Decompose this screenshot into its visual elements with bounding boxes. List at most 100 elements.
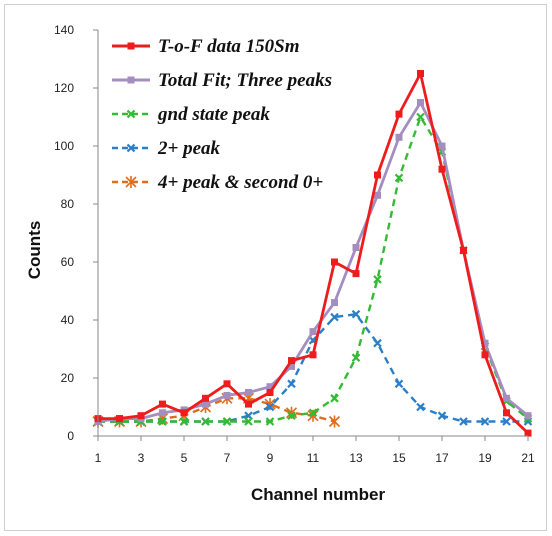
x-tick-label: 7 (224, 451, 231, 465)
chart-frame (4, 4, 547, 531)
data-point (351, 309, 361, 319)
data-point (244, 417, 253, 426)
y-tick-label: 60 (61, 255, 75, 269)
data-point (265, 417, 275, 426)
data-point (245, 400, 252, 408)
data-point (158, 417, 167, 426)
series-line (98, 115, 529, 423)
data-point (116, 415, 123, 423)
data-point (373, 275, 382, 284)
data-point (417, 70, 424, 77)
x-tick-label: 15 (392, 451, 406, 465)
legend-marker (126, 143, 136, 153)
series-4 (93, 309, 533, 426)
data-point (287, 411, 296, 420)
data-point (503, 394, 510, 402)
legend-label: T-o-F data 150Sm (158, 36, 299, 57)
data-point (137, 412, 145, 420)
data-point (481, 351, 489, 359)
data-point (288, 357, 295, 365)
data-point (288, 362, 295, 370)
data-point (395, 110, 403, 118)
x-tick-label: 5 (181, 451, 188, 465)
x-axis-title: Channel number (251, 485, 386, 504)
y-tick-label: 120 (54, 81, 74, 95)
series-5 (92, 392, 341, 428)
data-point (502, 417, 511, 426)
data-point (202, 394, 209, 402)
data-point (309, 351, 317, 359)
data-point (265, 402, 275, 412)
legend-marker (126, 109, 136, 119)
y-tick-label: 40 (61, 313, 75, 327)
data-point (524, 429, 532, 437)
x-tick-label: 9 (267, 451, 274, 465)
data-point (416, 402, 425, 412)
data-point (223, 380, 231, 388)
data-point (438, 165, 446, 173)
data-point (266, 389, 274, 396)
data-point (374, 171, 381, 179)
data-point (159, 409, 166, 417)
legend-item: 2+ peak (112, 138, 221, 159)
data-point (180, 409, 188, 417)
data-point (202, 400, 209, 408)
data-point (459, 417, 468, 426)
data-point (330, 394, 339, 403)
x-tick-label: 11 (307, 451, 320, 465)
data-point (352, 270, 360, 278)
legend-label: gnd state peak (157, 104, 270, 125)
data-point (417, 99, 424, 106)
legend-label: 2+ peak (157, 138, 221, 159)
data-point (394, 173, 404, 183)
legend-item: T-o-F data 150Sm (112, 36, 299, 57)
data-point (352, 244, 360, 251)
legend-marker (125, 176, 137, 188)
data-point (460, 246, 467, 254)
data-point (395, 133, 403, 141)
data-point (503, 409, 510, 417)
x-tick-labels: 1 3 5 7 9 11 13 15 17 19 21 (95, 436, 535, 465)
legend-item: 4+ peak & second 0+ (112, 172, 323, 193)
data-point (374, 191, 381, 199)
data-point (331, 258, 338, 266)
y-tick-label: 0 (67, 429, 74, 443)
data-point (331, 299, 338, 307)
x-tick-label: 13 (349, 451, 363, 465)
legend-marker (127, 76, 135, 84)
data-point (266, 383, 274, 391)
x-tick-label: 1 (95, 451, 102, 465)
data-point (373, 338, 382, 348)
data-point (524, 412, 532, 420)
data-point (437, 411, 447, 420)
data-point (309, 328, 317, 336)
y-tick-labels: 0 20 40 60 80 100 120 140 (54, 23, 98, 443)
legend-item: Total Fit; Three peaks (112, 70, 332, 91)
data-point (351, 353, 361, 362)
legend-label: 4+ peak & second 0+ (157, 172, 323, 193)
data-point (179, 417, 189, 426)
data-point (438, 142, 446, 150)
data-point (222, 417, 232, 426)
x-tick-label: 17 (435, 451, 449, 465)
x-tick-label: 21 (521, 451, 535, 465)
data-point (223, 391, 231, 399)
y-axis-title: Counts (25, 221, 44, 280)
legend-item: gnd state peak (112, 104, 270, 125)
legend-marker (127, 42, 135, 50)
data-point (480, 417, 490, 426)
data-point (287, 379, 296, 389)
data-point (330, 312, 339, 322)
data-point (328, 415, 341, 428)
legend-label: Total Fit; Three peaks (158, 70, 332, 91)
data-point (159, 400, 166, 408)
x-tick-label: 19 (478, 451, 492, 465)
y-tick-label: 80 (61, 197, 75, 211)
y-tick-label: 20 (61, 371, 75, 385)
y-tick-label: 100 (54, 139, 74, 153)
plot-area (92, 70, 533, 437)
series-1 (94, 70, 532, 437)
series-3 (93, 112, 533, 426)
legend: T-o-F data 150Sm Total Fit; Three peaks gn… (112, 36, 332, 193)
